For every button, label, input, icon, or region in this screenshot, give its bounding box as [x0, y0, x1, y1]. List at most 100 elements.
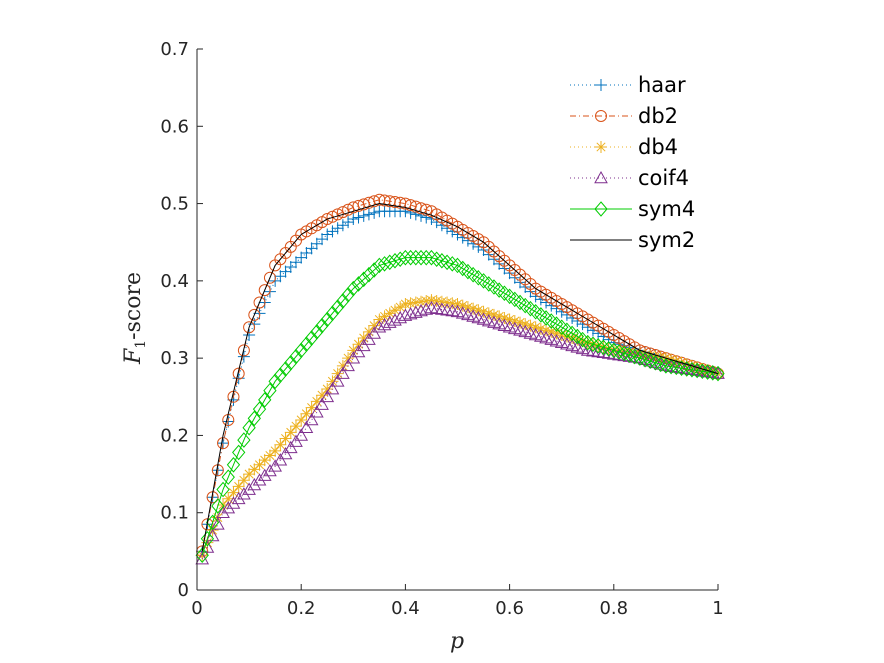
legend-marker [594, 201, 608, 217]
data-point [232, 480, 245, 493]
data-point [222, 492, 235, 505]
data-point [659, 358, 673, 374]
data-point [247, 477, 262, 491]
data-point [211, 498, 225, 514]
data-point [415, 295, 428, 308]
series-sym4 [195, 249, 725, 563]
data-point [482, 307, 495, 320]
data-point [278, 361, 293, 377]
y-tick-label: 0.1 [160, 503, 189, 524]
data-point [403, 249, 418, 266]
data-point [331, 222, 344, 235]
data-point [695, 363, 710, 380]
series-db4 [196, 294, 724, 562]
data-point [394, 301, 407, 314]
data-point [258, 454, 271, 467]
data-point [263, 382, 277, 399]
data-point [341, 358, 355, 372]
data-point [310, 237, 323, 250]
data-point [196, 549, 209, 562]
data-point [514, 316, 527, 329]
data-point [252, 401, 267, 417]
legend-label: db2 [638, 104, 678, 128]
data-point [372, 320, 387, 333]
data-point [508, 315, 521, 328]
legend-item-haar: haar [570, 73, 686, 97]
data-point [226, 457, 241, 473]
data-point [279, 265, 292, 278]
data-point [253, 458, 266, 471]
data-point [617, 345, 631, 362]
data-point [284, 260, 297, 273]
x-tick-label: 1 [712, 598, 723, 619]
data-point [205, 528, 220, 542]
data-point [205, 514, 220, 531]
data-point [425, 294, 438, 307]
data-point [289, 420, 302, 433]
data-point [257, 468, 272, 481]
data-point [243, 328, 256, 341]
data-point [612, 344, 626, 360]
x-tick-label: 0.6 [495, 598, 524, 619]
data-point [278, 446, 293, 460]
data-point [404, 297, 417, 310]
legend-marker [594, 170, 608, 184]
data-point [388, 304, 401, 317]
data-point [216, 481, 230, 498]
data-point [294, 428, 309, 441]
data-point [237, 344, 250, 357]
data-point [346, 351, 361, 364]
legend-label: sym2 [638, 228, 695, 252]
data-point [467, 302, 480, 315]
data-point [325, 305, 340, 322]
data-point [326, 375, 339, 388]
series-sym2 [201, 203, 719, 552]
data-point [232, 444, 246, 461]
legend-marker [595, 79, 607, 91]
data-point [294, 342, 308, 359]
data-point [210, 517, 225, 530]
data-point [242, 419, 256, 436]
data-point [289, 434, 303, 447]
data-point [419, 249, 433, 266]
data-point [304, 412, 319, 426]
data-point [342, 203, 355, 216]
data-point [248, 463, 261, 476]
data-point [351, 276, 366, 292]
data-point [299, 420, 314, 433]
data-point [493, 310, 506, 323]
data-point [534, 322, 547, 335]
data-point [346, 280, 360, 297]
data-point [420, 294, 433, 307]
data-point [217, 437, 230, 450]
x-tick-label: 0.8 [599, 598, 628, 619]
data-point [216, 505, 230, 519]
data-point [440, 254, 454, 271]
data-point [414, 249, 428, 266]
data-point [409, 296, 422, 309]
data-point [472, 304, 485, 317]
data-point [711, 365, 725, 382]
data-point [237, 350, 250, 363]
data-point [232, 372, 245, 385]
data-point [540, 324, 553, 337]
data-point [367, 262, 381, 278]
data-point [622, 347, 637, 363]
data-point [336, 366, 350, 379]
data-point [227, 486, 240, 499]
data-point [503, 313, 516, 326]
data-point [586, 336, 600, 352]
data-point [357, 332, 370, 345]
data-point [680, 361, 694, 377]
axes [196, 49, 718, 591]
data-point [357, 271, 371, 288]
data-point [284, 355, 298, 371]
plot-lines [195, 193, 725, 565]
data-point [315, 317, 329, 334]
data-point [639, 349, 652, 362]
data-point [268, 373, 282, 390]
data-point [243, 321, 256, 334]
data-point [461, 301, 474, 314]
y-tick-label: 0.7 [160, 39, 189, 60]
data-point [377, 256, 392, 272]
